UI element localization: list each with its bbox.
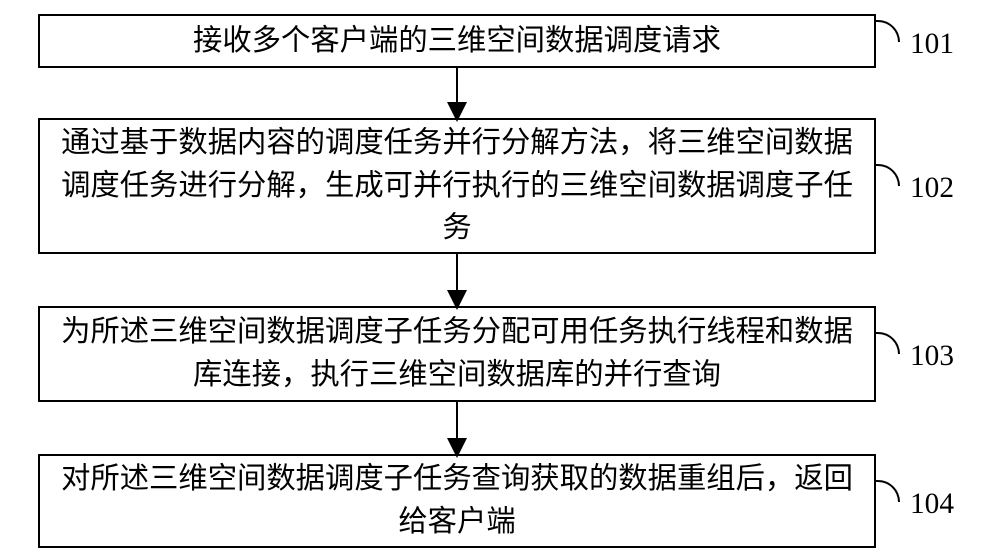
flowchart-canvas: 接收多个客户端的三维空间数据调度请求 101 通过基于数据内容的调度任务并行分解…	[0, 0, 1000, 555]
flowchart-node: 通过基于数据内容的调度任务并行分解方法，将三维空间数据调度任务进行分解，生成可并…	[38, 118, 876, 254]
label-connector	[876, 332, 900, 354]
flowchart-node-text: 为所述三维空间数据调度子任务分配可用任务执行线程和数据库连接，执行三维空间数据库…	[58, 311, 856, 396]
flowchart-node: 为所述三维空间数据调度子任务分配可用任务执行线程和数据库连接，执行三维空间数据库…	[38, 306, 876, 402]
flowchart-node-text: 通过基于数据内容的调度任务并行分解方法，将三维空间数据调度任务进行分解，生成可并…	[58, 122, 856, 250]
flowchart-node-text: 对所述三维空间数据调度子任务查询获取的数据重组后，返回给客户端	[58, 458, 856, 543]
label-connector	[876, 480, 900, 502]
label-connector	[876, 20, 900, 42]
step-label-text: 103	[910, 340, 954, 372]
step-label-text: 102	[910, 172, 954, 204]
step-label-text: 101	[910, 28, 954, 60]
flowchart-node-text: 接收多个客户端的三维空间数据调度请求	[193, 20, 721, 63]
step-label: 101	[910, 28, 954, 61]
step-label: 103	[910, 340, 954, 373]
flowchart-node: 接收多个客户端的三维空间数据调度请求	[38, 14, 876, 68]
label-connector	[876, 164, 900, 186]
flowchart-node: 对所述三维空间数据调度子任务查询获取的数据重组后，返回给客户端	[38, 454, 876, 548]
step-label: 104	[910, 488, 954, 521]
step-label-text: 104	[910, 488, 954, 520]
step-label: 102	[910, 172, 954, 205]
